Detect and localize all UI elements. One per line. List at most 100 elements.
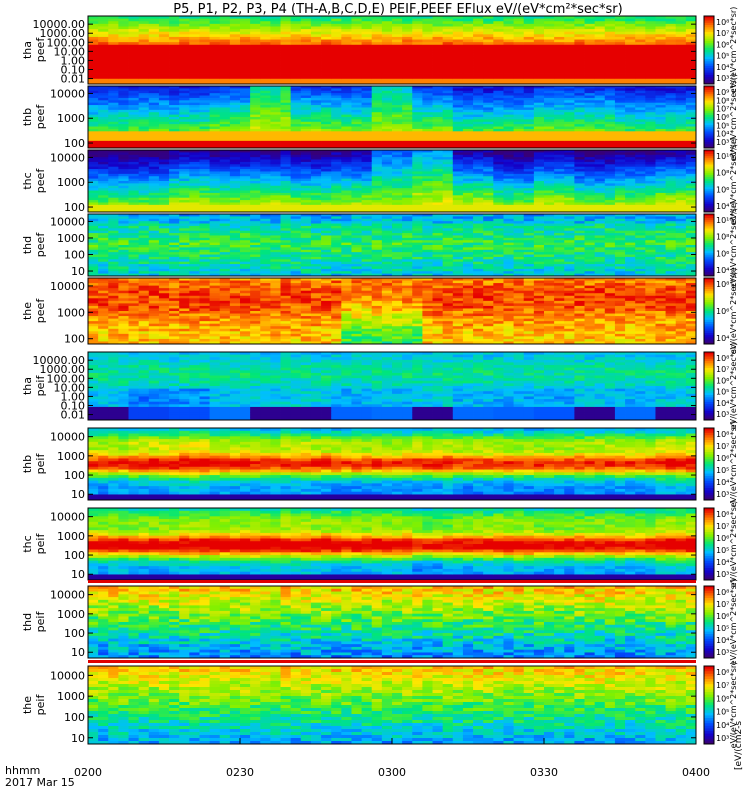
heatmap-cell <box>331 47 342 51</box>
heatmap-cell <box>98 90 109 94</box>
heatmap-cell <box>442 36 454 40</box>
heatmap-cell <box>98 266 109 270</box>
heatmap-cell <box>452 86 464 89</box>
heatmap-cell <box>351 107 362 111</box>
heatmap-cell <box>625 112 636 116</box>
heatmap-cell <box>138 200 150 203</box>
heatmap-cell <box>523 63 535 67</box>
heatmap-cell <box>584 166 596 170</box>
heatmap-cell <box>300 95 312 99</box>
heatmap-cell <box>240 145 251 149</box>
heatmap-cell <box>148 145 160 149</box>
heatmap-cell <box>381 31 393 35</box>
heatmap-cell <box>98 50 109 54</box>
heatmap-cell <box>473 117 484 120</box>
heatmap-cell <box>392 202 403 206</box>
heatmap-cell <box>310 204 322 208</box>
heatmap-cell <box>270 63 281 67</box>
heatmap-cell <box>158 107 170 111</box>
heatmap-cell <box>310 133 322 137</box>
heatmap-cell <box>584 47 596 51</box>
heatmap-cell <box>300 88 312 92</box>
heatmap-cell <box>118 70 129 74</box>
heatmap-cell <box>442 192 454 196</box>
heatmap-cell <box>594 76 606 80</box>
heatmap-cell <box>473 52 484 56</box>
heatmap-cell <box>462 192 474 196</box>
heatmap-cell <box>199 192 210 196</box>
heatmap-cell <box>300 36 312 40</box>
heatmap-cell <box>432 143 444 147</box>
heatmap-cell <box>321 39 332 43</box>
heatmap-cell <box>300 34 312 38</box>
heatmap-cell <box>574 145 585 149</box>
heatmap-cell <box>219 107 231 111</box>
heatmap-cell <box>351 140 362 144</box>
heatmap-cell <box>544 181 555 184</box>
heatmap-cell <box>361 145 373 149</box>
heatmap-cell <box>493 95 504 99</box>
heatmap-cell <box>158 65 170 69</box>
heatmap-cell <box>452 195 464 199</box>
heatmap-cell <box>381 176 393 180</box>
heatmap-cell <box>98 133 109 137</box>
heatmap-cell <box>300 140 312 144</box>
heatmap-cell <box>199 188 210 191</box>
heatmap-cell <box>675 36 687 40</box>
heatmap-cell <box>554 57 565 61</box>
heatmap-cell <box>483 76 494 80</box>
colorbar-cell <box>704 152 714 155</box>
heatmap-cell <box>493 93 504 96</box>
heatmap-cell <box>594 183 606 187</box>
heatmap-cell <box>452 164 464 168</box>
heatmap-cell <box>483 202 494 206</box>
heatmap-cell <box>665 68 677 72</box>
heatmap-cell <box>513 185 525 189</box>
heatmap-cell <box>219 157 231 160</box>
heatmap-cell <box>98 107 109 111</box>
heatmap-cell <box>169 47 180 51</box>
heatmap-cell <box>665 159 677 163</box>
colorbar-cell <box>704 45 714 49</box>
heatmap-cell <box>402 192 413 196</box>
heatmap-cell <box>554 133 565 137</box>
heatmap-cell <box>138 88 150 92</box>
heatmap-cell <box>675 97 687 101</box>
heatmap-cell <box>503 112 514 116</box>
heatmap-cell <box>341 152 352 156</box>
heatmap-cell <box>219 173 231 177</box>
heatmap-cell <box>422 97 433 101</box>
heatmap-cell <box>260 78 271 82</box>
heatmap-cell <box>544 152 555 156</box>
heatmap-cell <box>513 154 525 158</box>
heatmap-cell <box>513 138 525 142</box>
colorbar-cell <box>704 100 714 103</box>
heatmap-cell <box>88 273 99 277</box>
heatmap-cell <box>655 52 666 56</box>
heatmap-cell <box>392 65 403 69</box>
heatmap-cell <box>219 70 231 74</box>
heatmap-cell <box>98 166 109 170</box>
heatmap-cell <box>341 136 352 139</box>
colorbar-cell <box>704 106 714 110</box>
heatmap-cell <box>351 109 362 113</box>
heatmap-cell <box>331 197 342 201</box>
heatmap-cell <box>604 31 616 35</box>
colorbar-cell <box>704 88 714 91</box>
heatmap-cell <box>533 109 545 113</box>
heatmap-cell <box>229 143 241 147</box>
heatmap-cell <box>462 173 474 177</box>
heatmap-cell <box>604 173 616 177</box>
heatmap-cell <box>523 173 535 177</box>
heatmap-cell <box>209 29 221 33</box>
heatmap-cell <box>321 90 332 94</box>
heatmap-cell <box>189 21 200 25</box>
heatmap-cell <box>250 188 261 191</box>
heatmap-cell <box>290 70 302 74</box>
heatmap-cell <box>432 119 444 123</box>
heatmap-cell <box>574 78 585 82</box>
heatmap-cell <box>402 173 413 177</box>
heatmap-cell <box>493 197 504 201</box>
heatmap-cell <box>331 114 342 118</box>
heatmap-cell <box>98 237 109 241</box>
